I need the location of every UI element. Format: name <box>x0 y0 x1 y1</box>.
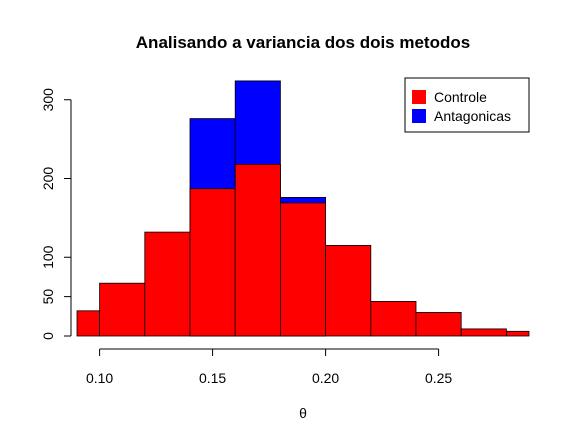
x-tick-label: 0.25 <box>425 370 452 386</box>
bar-controle-5 <box>279 202 326 337</box>
bar-controle-0 <box>76 310 101 337</box>
legend-swatch-antagonicas <box>412 109 426 123</box>
bar-controle-7 <box>370 300 417 337</box>
y-tick-label: 0 <box>40 332 56 340</box>
legend-label-antagonicas: Antagonicas <box>434 108 511 124</box>
bar-controle-2 <box>144 231 191 337</box>
legend-swatch-controle <box>412 90 426 104</box>
bar-controle-10 <box>505 330 530 337</box>
bar-controle-1 <box>99 282 146 337</box>
bar-controle-9 <box>460 328 507 337</box>
y-axis: 0 50 100 200 300 <box>40 88 72 340</box>
bar-controle-4 <box>234 163 281 337</box>
y-tick-label: 300 <box>40 88 56 112</box>
y-tick-label: 50 <box>40 289 56 305</box>
y-tick-label: 200 <box>40 167 56 191</box>
x-axis: 0.10 0.15 0.20 0.25 <box>86 348 452 386</box>
legend-label-controle: Controle <box>434 89 487 105</box>
bar-controle-8 <box>415 311 462 337</box>
bars-group <box>76 80 530 337</box>
x-tick-label: 0.15 <box>199 370 226 386</box>
x-axis-label: θ <box>299 405 307 421</box>
bar-controle-6 <box>325 244 372 337</box>
legend: Controle Antagonicas <box>404 77 530 133</box>
x-tick-label: 0.10 <box>86 370 113 386</box>
x-tick-label: 0.20 <box>312 370 339 386</box>
chart-title: Analisando a variancia dos dois metodos <box>136 33 470 52</box>
bar-controle-3 <box>189 188 236 337</box>
y-tick-label: 100 <box>40 245 56 269</box>
